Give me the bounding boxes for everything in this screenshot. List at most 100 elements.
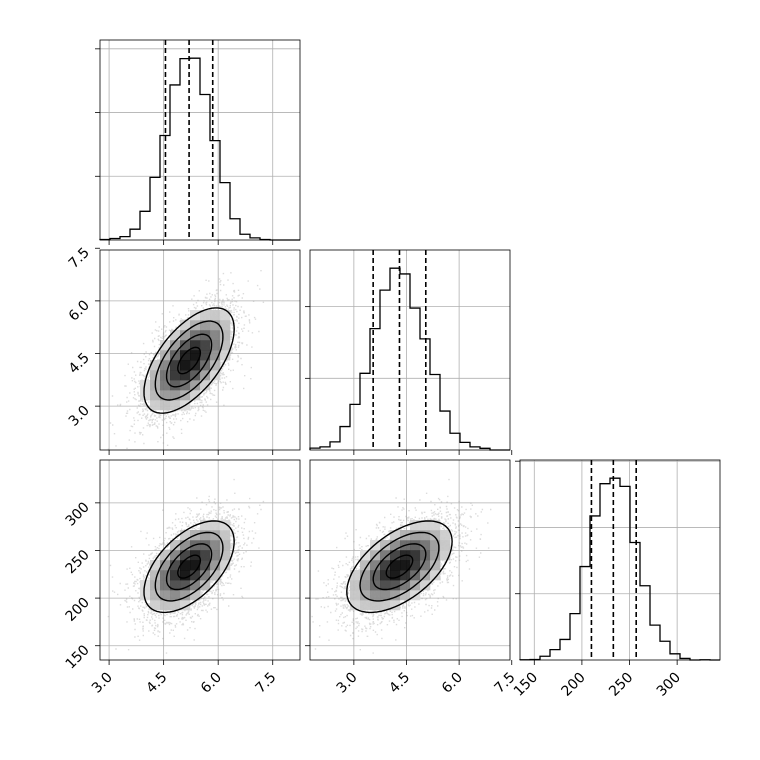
density-cell <box>170 380 181 391</box>
density-cell <box>160 600 171 611</box>
density-cell <box>420 520 431 531</box>
hist-panel-1 <box>305 249 513 455</box>
contour-level-1 <box>165 333 213 388</box>
density-cell <box>200 340 211 351</box>
density-cell <box>160 390 171 401</box>
density-cell <box>390 580 401 591</box>
density-cell <box>170 370 181 381</box>
hist-panel-2 <box>515 459 721 665</box>
density-cell <box>200 560 211 571</box>
density-cell <box>180 580 191 591</box>
density-cell <box>170 550 181 561</box>
y-tick-label: 7.5 <box>66 245 93 272</box>
density-cell <box>410 550 421 561</box>
y-tick-label: 200 <box>63 595 93 625</box>
density-cell <box>220 310 231 321</box>
y-tick-label: 4.5 <box>66 350 93 377</box>
density-cell <box>200 570 211 581</box>
x-tick-label: 3.0 <box>334 670 361 697</box>
density-cell <box>220 320 231 331</box>
density-cell <box>170 570 181 581</box>
x-tick-label: 3.0 <box>89 670 116 697</box>
density-cell <box>150 590 161 601</box>
density-cell <box>150 370 161 381</box>
contour-level-3 <box>143 307 235 414</box>
density-cell <box>140 590 151 601</box>
density-cell <box>370 590 381 601</box>
density-cell <box>150 360 161 371</box>
density-cell <box>360 570 371 581</box>
density-cell <box>180 370 191 381</box>
panel-frame <box>99 39 301 241</box>
density-cell <box>190 570 201 581</box>
density-cell <box>210 330 221 341</box>
density-cell <box>170 580 181 591</box>
density-cell <box>180 340 191 351</box>
density-cell <box>390 560 401 571</box>
density-cell <box>180 550 191 561</box>
density-cell <box>220 340 231 351</box>
density-cell <box>200 530 211 541</box>
panel-frame <box>519 459 721 661</box>
density-cell <box>190 580 201 591</box>
density-cell <box>220 520 231 531</box>
density-cell <box>400 590 411 601</box>
density-cell <box>190 370 201 381</box>
density-cell <box>210 560 221 571</box>
density-cell <box>440 540 451 551</box>
density-cell <box>160 580 171 591</box>
density-cell <box>170 360 181 371</box>
density-cell <box>410 540 421 551</box>
density-cell <box>190 560 201 571</box>
density-cell <box>150 570 161 581</box>
density-cell <box>180 570 191 581</box>
density-cell <box>190 380 201 391</box>
y-tick-label: 150 <box>63 642 93 672</box>
density-cell <box>220 330 231 341</box>
density-cell <box>200 320 211 331</box>
hist-panel-0 <box>95 39 301 245</box>
density-cell <box>430 570 441 581</box>
y-tick-label: 6.0 <box>66 297 93 324</box>
density-cell <box>210 360 221 371</box>
x-tick-label: 4.5 <box>386 670 413 697</box>
panel-frame <box>309 459 511 661</box>
density-cell <box>350 600 361 611</box>
density-cell <box>420 580 431 591</box>
density-cell <box>220 350 231 361</box>
density-cell <box>370 570 381 581</box>
density-cell <box>160 590 171 601</box>
scatter-panel-2-0 <box>95 459 301 665</box>
density-cell <box>380 600 391 611</box>
density-cell <box>160 360 171 371</box>
density-cell <box>190 390 201 401</box>
density-cell <box>160 380 171 391</box>
density-cell <box>210 540 221 551</box>
panel-content <box>310 460 510 660</box>
density-cell <box>190 590 201 601</box>
x-tick-label: 300 <box>654 670 684 700</box>
contour-level-3 <box>143 520 235 614</box>
histogram-bars <box>309 267 510 451</box>
density-cell <box>430 560 441 571</box>
density-cell <box>200 310 211 321</box>
scatter-panel-2-1 <box>305 459 513 665</box>
density-cell <box>220 540 231 551</box>
density-cell <box>190 330 201 341</box>
contour-level-2 <box>359 531 440 602</box>
density-cell <box>140 390 151 401</box>
density-cell <box>200 580 211 591</box>
density-cell <box>170 400 181 411</box>
density-cell <box>160 570 171 581</box>
x-tick-label: 250 <box>606 670 636 700</box>
density-cell <box>400 580 411 591</box>
density-cell <box>150 400 161 411</box>
density-cell <box>210 520 221 531</box>
density-cell <box>200 520 211 531</box>
contour-level-2 <box>154 531 224 602</box>
panel-frame <box>99 249 301 451</box>
density-cell <box>390 570 401 581</box>
density-cell <box>170 340 181 351</box>
density-cell <box>410 520 421 531</box>
